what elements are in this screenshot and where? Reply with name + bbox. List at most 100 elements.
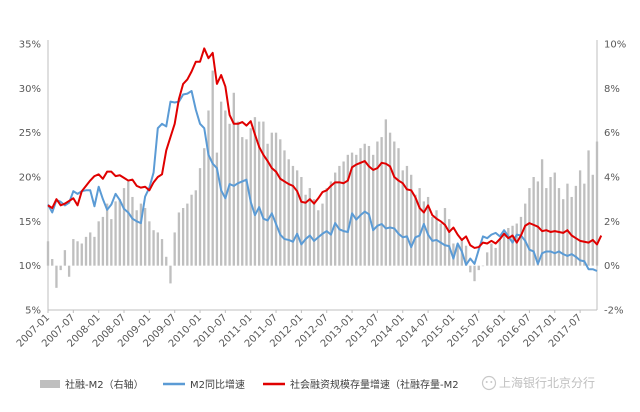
bar	[545, 188, 548, 266]
bar	[494, 247, 497, 266]
bar	[232, 92, 235, 266]
bar	[203, 148, 206, 266]
bar	[262, 121, 265, 266]
bar	[540, 159, 544, 266]
bar	[532, 177, 535, 266]
bar	[224, 110, 227, 266]
watermark: 上海银行北京分行	[481, 375, 595, 391]
bar	[334, 172, 337, 266]
bar	[591, 174, 594, 266]
legend-label: M2同比增速	[190, 378, 245, 391]
bar	[198, 168, 202, 266]
bar	[355, 154, 358, 266]
bar	[553, 172, 556, 266]
bar	[152, 230, 155, 266]
bar	[287, 159, 290, 266]
social-financing-growth-line	[47, 47, 603, 249]
right-tick-label: -2%	[604, 306, 623, 317]
bar	[105, 203, 109, 266]
bar	[384, 119, 387, 266]
right-tick-label: 2%	[604, 217, 620, 228]
bar	[570, 196, 573, 266]
bar	[283, 150, 286, 266]
legend-label: 社融-M2（右轴）	[65, 378, 144, 391]
bar	[101, 216, 105, 266]
bar	[536, 181, 540, 266]
bar	[80, 243, 83, 266]
bar	[165, 256, 168, 266]
left-tick-label: 25%	[19, 128, 41, 139]
bar	[574, 185, 578, 266]
left-tick-label: 30%	[19, 84, 41, 95]
bar	[127, 181, 130, 266]
bar	[469, 265, 472, 273]
bar	[253, 117, 257, 266]
bar	[131, 196, 134, 266]
bar	[236, 121, 240, 266]
bar	[401, 170, 404, 266]
bar	[97, 221, 100, 266]
bar	[93, 236, 96, 266]
bar	[114, 201, 117, 266]
bar	[177, 212, 181, 266]
bar	[308, 188, 311, 266]
bar	[51, 259, 54, 266]
bar	[498, 239, 502, 266]
right-tick-label: 6%	[604, 128, 620, 139]
bar	[279, 139, 282, 266]
bar	[587, 150, 590, 266]
bar	[270, 132, 273, 266]
bar	[274, 132, 278, 266]
right-tick-label: 4%	[604, 173, 620, 184]
bar	[422, 201, 426, 266]
bar	[76, 241, 79, 266]
bar	[452, 243, 455, 266]
bar	[583, 183, 586, 266]
line-series	[47, 47, 603, 272]
bar	[257, 121, 261, 266]
legend-label: 社会融资规模存量增速（社融存量-M2	[290, 378, 459, 391]
bar	[143, 208, 147, 266]
bar	[190, 194, 193, 266]
bar	[173, 232, 176, 266]
wechat-icon	[481, 375, 497, 391]
bar	[110, 219, 113, 266]
bar	[245, 139, 248, 266]
bar	[473, 265, 476, 282]
bar	[524, 203, 527, 266]
bar	[89, 232, 92, 266]
bar	[207, 110, 210, 266]
bar	[325, 188, 328, 266]
bar	[490, 243, 493, 266]
bar	[481, 265, 485, 267]
left-tick-label: 20%	[19, 173, 41, 184]
bar	[300, 177, 303, 266]
bar	[186, 203, 189, 266]
left-tick-label: 5%	[25, 306, 41, 317]
left-tick-label: 35%	[19, 40, 41, 51]
bar	[566, 183, 569, 266]
bar	[388, 132, 392, 266]
bar	[435, 210, 438, 266]
bar	[410, 174, 413, 266]
bar	[511, 225, 514, 266]
bar	[291, 165, 295, 266]
bar	[393, 141, 396, 266]
bar	[194, 190, 197, 266]
bar	[296, 170, 299, 266]
bar	[148, 221, 151, 266]
bar	[507, 227, 510, 266]
bar	[414, 194, 417, 266]
bar	[502, 232, 506, 266]
bar	[160, 239, 164, 266]
bar-series	[46, 70, 599, 288]
bar	[528, 188, 531, 266]
left-tick-label: 10%	[19, 261, 41, 272]
bar	[515, 223, 518, 266]
bar	[367, 145, 371, 266]
bar	[59, 265, 62, 271]
bar	[346, 154, 349, 266]
bar	[118, 199, 121, 266]
bar	[67, 265, 71, 277]
